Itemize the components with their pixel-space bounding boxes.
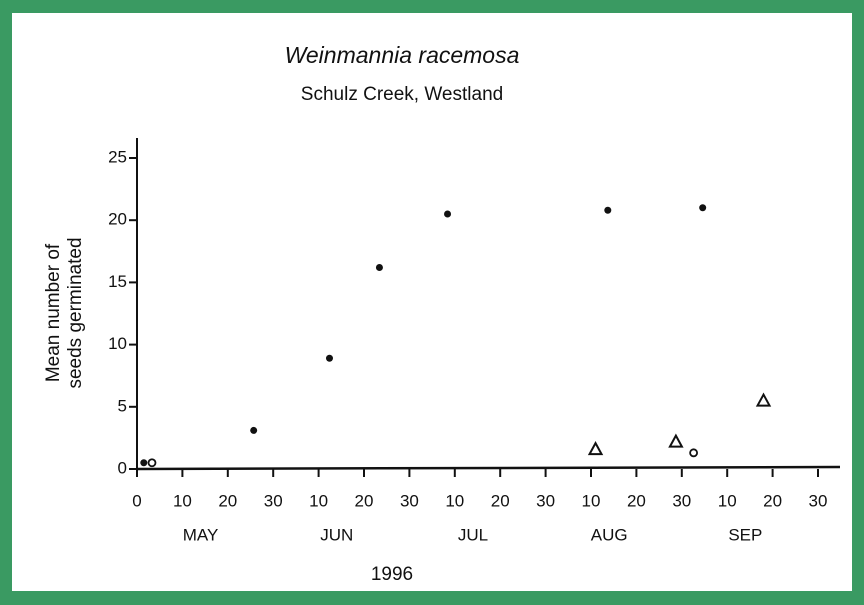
x-tick-label: 0 <box>132 491 141 510</box>
point <box>250 426 258 434</box>
point <box>325 354 333 362</box>
y-tick-label: 15 <box>108 272 127 291</box>
x-tick-label: 20 <box>763 491 782 510</box>
point <box>668 433 684 448</box>
x-tick-label: 10 <box>173 491 192 510</box>
y-tick-label: 0 <box>118 458 127 477</box>
y-axis-label: Mean number of <box>43 243 64 382</box>
month-label: MAY <box>183 525 219 544</box>
chart-title: Weinmannia racemosa <box>285 42 520 68</box>
month-label: AUG <box>591 525 628 544</box>
point <box>689 448 699 458</box>
month-label: SEP <box>728 525 762 544</box>
chart-subtitle: Schulz Creek, Westland <box>301 84 503 105</box>
chart: Weinmannia racemosa Schulz Creek, Westla… <box>43 42 841 585</box>
x-axis <box>136 465 841 471</box>
point <box>699 204 707 212</box>
y-axis-label: seeds germinated <box>65 237 86 388</box>
x-tick-label: 10 <box>445 491 464 510</box>
y-tick-label: 25 <box>108 147 127 166</box>
x-tick-label: 10 <box>718 491 737 510</box>
point <box>444 210 452 218</box>
point <box>375 263 383 271</box>
y-tick-label: 10 <box>108 334 127 353</box>
point <box>140 459 148 467</box>
x-axis-label: 1996 <box>371 564 413 585</box>
x-tick-label: 30 <box>400 491 419 510</box>
point <box>147 458 157 468</box>
x-tick-label: 20 <box>355 491 374 510</box>
frame: Weinmannia racemosa Schulz Creek, Westla… <box>12 13 852 591</box>
x-tick-label: 10 <box>582 491 601 510</box>
point <box>587 441 604 456</box>
month-label: JUN <box>320 525 353 544</box>
month-label: JUL <box>458 525 488 544</box>
x-tick-label: 20 <box>218 491 237 510</box>
y-tick-label: 5 <box>118 396 127 415</box>
x-tick-label: 30 <box>809 491 828 510</box>
x-tick-label: 10 <box>309 491 328 510</box>
x-tick-label: 30 <box>264 491 283 510</box>
x-tick-label: 20 <box>627 491 646 510</box>
x-tick-label: 30 <box>536 491 555 510</box>
x-tick-label: 30 <box>672 491 691 510</box>
x-tick-label: 20 <box>491 491 510 510</box>
y-tick-label: 20 <box>108 210 127 229</box>
point <box>755 392 772 407</box>
point <box>604 206 612 214</box>
